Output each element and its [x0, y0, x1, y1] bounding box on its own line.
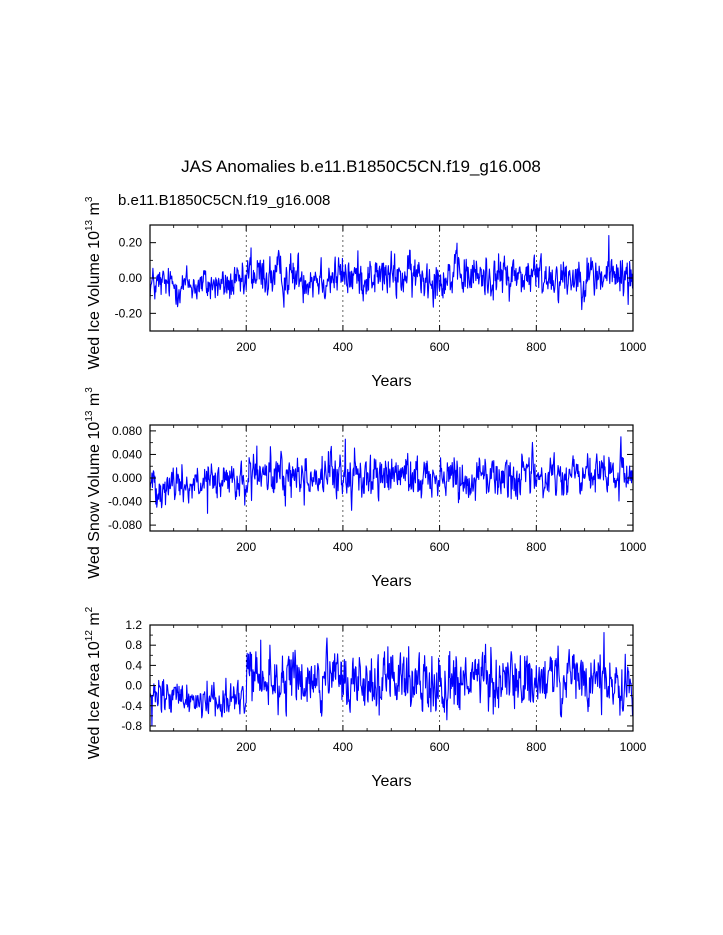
- x-tick-label: 400: [333, 340, 353, 354]
- y-axis-title-prefix: Wed Ice Area 10: [86, 641, 103, 759]
- y-axis-title-exponent: 13: [84, 410, 95, 422]
- y-tick-label: 0.080: [112, 424, 142, 438]
- x-tick-label: 400: [333, 540, 353, 554]
- y-tick-label: -0.040: [108, 495, 142, 509]
- x-tick-label: 600: [430, 740, 450, 754]
- y-axis-title-unit-exponent: 2: [84, 606, 95, 612]
- y-tick-label: 1.2: [125, 618, 142, 632]
- y-tick-label: 0.0: [125, 679, 142, 693]
- y-axis-title-unit-exponent: 3: [84, 196, 95, 202]
- y-tick-label: -0.20: [115, 306, 143, 320]
- x-tick-label: 1000: [620, 540, 647, 554]
- snow-volume-panel: 200 400 600 800 1000 -0.080 -0.040 0.000 0.040 0.…: [84, 387, 647, 590]
- y-tick-label: -0.4: [121, 699, 142, 713]
- y-axis-title-unit: m: [86, 612, 103, 630]
- y-axis-title: Wed Ice Area 1012 m2: [84, 606, 103, 759]
- series-line: [149, 235, 634, 311]
- y-axis-title-unit: m: [86, 393, 103, 411]
- x-tick-label: 600: [430, 340, 450, 354]
- x-tick-label: 200: [236, 540, 256, 554]
- y-axis-title-prefix: Wed Ice Volume 10: [86, 231, 103, 370]
- x-tick-label: 600: [430, 540, 450, 554]
- y-axis-title: Wed Ice Volume 1013 m3: [84, 196, 103, 369]
- y-tick-label: 0.040: [112, 447, 142, 461]
- x-tick-label: 1000: [620, 340, 647, 354]
- x-tick-label: 1000: [620, 740, 647, 754]
- y-axis-title-unit: m: [86, 202, 103, 220]
- series-line: [149, 436, 634, 514]
- x-tick-label: 800: [526, 340, 546, 354]
- x-tick-label: 400: [333, 740, 353, 754]
- x-tick-label: 200: [236, 740, 256, 754]
- y-tick-label: 0.8: [125, 638, 142, 652]
- x-axis-title: Years: [371, 373, 411, 390]
- y-tick-label: 0.00: [119, 271, 143, 285]
- series-line: [149, 632, 634, 727]
- figure-title: JAS Anomalies b.e11.B1850C5CN.f19_g16.00…: [181, 157, 541, 176]
- x-axis-title: Years: [371, 573, 411, 590]
- ice-area-panel: 200 400 600 800 1000 -0.8 -0.4 0.0 0.4 0.8 1.2 Year…: [84, 606, 647, 790]
- y-tick-label: -0.080: [108, 518, 142, 532]
- x-tick-label: 200: [236, 340, 256, 354]
- figure-subtitle: b.e11.B1850C5CN.f19_g16.008: [118, 192, 330, 209]
- y-axis-title: Wed Snow Volume 1013 m3: [84, 387, 103, 579]
- y-tick-label: 0.20: [119, 236, 143, 250]
- y-axis-title-exponent: 12: [84, 630, 95, 642]
- ice-volume-panel: 200 400 600 800 1000 -0.20 0.00 0.20 Years Wed Ic…: [84, 196, 647, 390]
- x-tick-label: 800: [526, 540, 546, 554]
- y-axis-title-exponent: 13: [84, 219, 95, 231]
- y-tick-label: 0.4: [125, 658, 142, 672]
- y-axis-title-unit-exponent: 3: [84, 387, 95, 393]
- x-axis-title: Years: [371, 773, 411, 790]
- y-axis-title-prefix: Wed Snow Volume 10: [86, 422, 103, 579]
- y-tick-label: 0.000: [112, 471, 142, 485]
- x-tick-label: 800: [526, 740, 546, 754]
- y-tick-label: -0.8: [121, 719, 142, 733]
